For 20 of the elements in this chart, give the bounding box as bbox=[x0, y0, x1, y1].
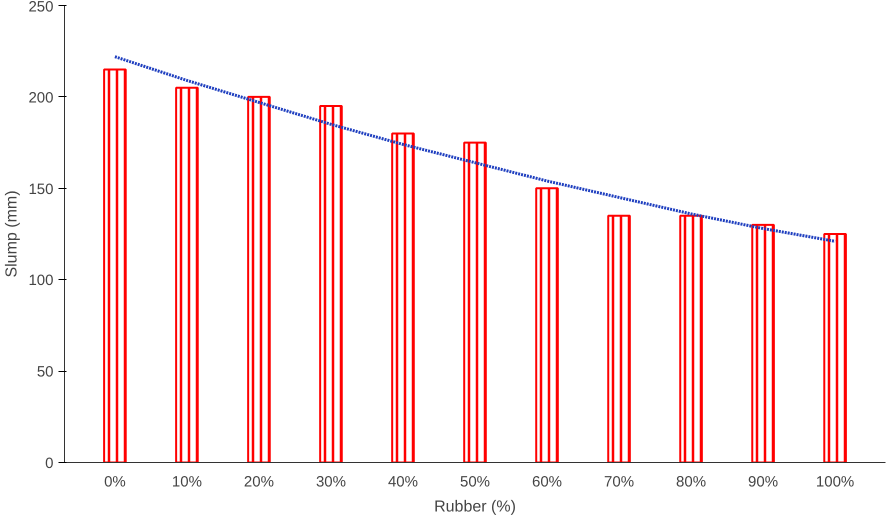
x-tick-label: 10% bbox=[172, 474, 202, 490]
x-tick-label: 0% bbox=[104, 474, 126, 490]
y-tick-label: 150 bbox=[28, 180, 54, 198]
y-tick-label: 50 bbox=[36, 364, 54, 381]
y-axis-title: Slump (mm) bbox=[3, 190, 20, 278]
x-tick-label: 50% bbox=[460, 474, 490, 490]
y-tick-label: 100 bbox=[28, 272, 54, 290]
y-tick-label: 0 bbox=[45, 455, 54, 472]
y-tick-label: 250 bbox=[28, 0, 54, 16]
x-tick-label: 80% bbox=[676, 474, 706, 490]
y-tick-label: 200 bbox=[28, 89, 54, 106]
x-tick-label: 40% bbox=[388, 474, 418, 490]
x-tick-label: 60% bbox=[532, 474, 562, 490]
line-series bbox=[113, 55, 837, 243]
x-tick-label: 70% bbox=[604, 474, 634, 490]
x-tick-label: 30% bbox=[316, 474, 346, 490]
x-tick-label: 20% bbox=[244, 474, 274, 490]
x-tick-label: 100% bbox=[816, 474, 854, 490]
x-tick-label: 90% bbox=[748, 474, 778, 490]
x-axis-title: Rubber (%) bbox=[434, 498, 516, 516]
